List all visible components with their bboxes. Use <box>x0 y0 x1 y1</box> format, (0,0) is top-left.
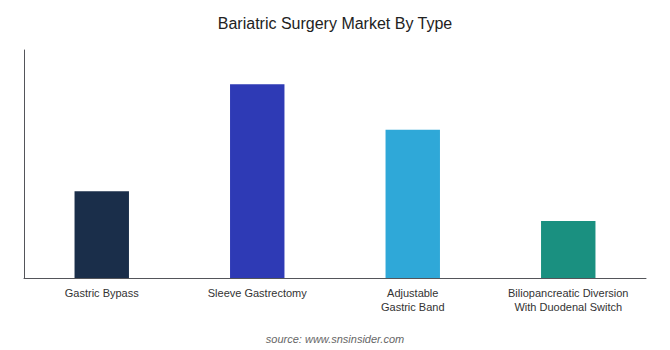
svg-text:Gastric Band: Gastric Band <box>381 301 445 313</box>
svg-text:Biliopancreatic Diversion: Biliopancreatic Diversion <box>508 287 628 299</box>
svg-text:source: www.snsinsider.com: source: www.snsinsider.com <box>266 333 404 345</box>
svg-text:Sleeve Gastrectomy: Sleeve Gastrectomy <box>208 287 308 299</box>
svg-text:Gastric Bypass: Gastric Bypass <box>65 287 139 299</box>
svg-text:With Duodenal Switch: With Duodenal Switch <box>514 301 622 313</box>
svg-text:Bariatric Surgery Market By Ty: Bariatric Surgery Market By Type <box>218 15 453 32</box>
svg-text:Adjustable: Adjustable <box>387 287 438 299</box>
